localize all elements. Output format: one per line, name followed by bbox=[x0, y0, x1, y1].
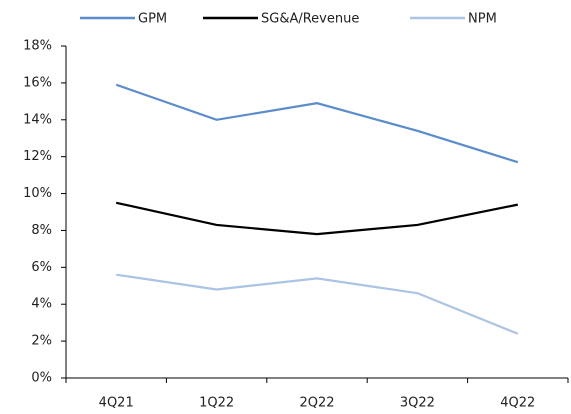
y-tick-label: 6% bbox=[31, 260, 52, 275]
series-line bbox=[116, 273, 519, 335]
y-tick-label: 18% bbox=[23, 39, 52, 54]
series-line bbox=[115, 201, 519, 236]
legend-label: SG&A/Revenue bbox=[261, 12, 359, 27]
y-tick-label: 2% bbox=[31, 334, 52, 349]
y-tick-label: 4% bbox=[31, 297, 52, 312]
x-tick-label: 3Q22 bbox=[400, 396, 435, 411]
y-tick-label: 14% bbox=[23, 112, 52, 127]
legend-label: NPM bbox=[468, 12, 497, 27]
series-line bbox=[115, 83, 519, 164]
x-tick-label: 2Q22 bbox=[299, 396, 334, 411]
y-tick-label: 16% bbox=[23, 75, 52, 90]
y-tick-label: 12% bbox=[23, 149, 52, 164]
x-tick-label: 4Q21 bbox=[99, 396, 134, 411]
legend-label: GPM bbox=[138, 12, 167, 27]
y-tick-label: 10% bbox=[23, 186, 52, 201]
x-tick-label: 1Q22 bbox=[199, 396, 234, 411]
x-tick-label: 4Q22 bbox=[500, 396, 535, 411]
y-tick-label: 8% bbox=[31, 223, 52, 238]
y-tick-label: 0% bbox=[31, 371, 52, 386]
